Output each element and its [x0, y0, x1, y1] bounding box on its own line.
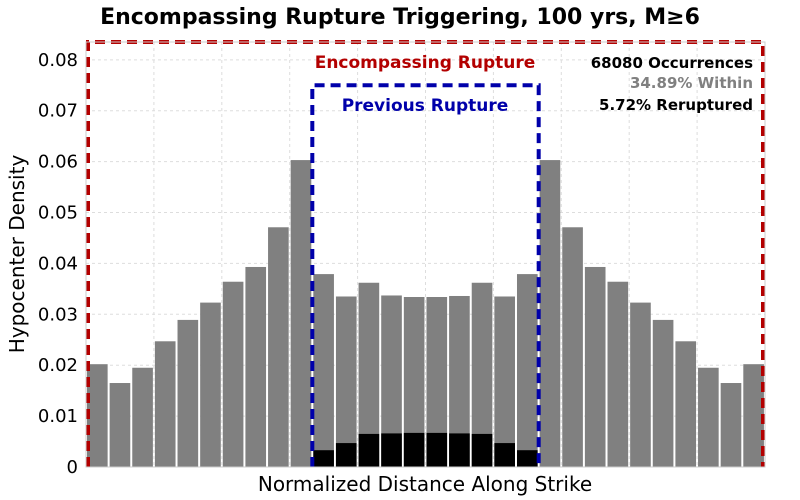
bar-total [652, 319, 674, 467]
y-tick-label: 0.08 [38, 50, 78, 71]
bar-total [268, 227, 289, 467]
y-axis-label: Hypocenter Density [5, 155, 29, 354]
bar-reruptured [471, 433, 493, 467]
bar-total [449, 295, 470, 467]
reruptured-label: 5.72% Reruptured [599, 96, 753, 114]
y-tick-label: 0.02 [38, 355, 78, 376]
bar-total [516, 274, 538, 467]
bar-total [539, 160, 561, 467]
bar-total [494, 296, 515, 467]
y-tick-label: 0.07 [38, 101, 78, 122]
bar-total [313, 274, 334, 467]
bars-reruptured [313, 432, 538, 467]
bar-reruptured [426, 432, 448, 467]
bar-total [720, 383, 742, 467]
previous-rupture-label: Previous Rupture [342, 96, 509, 116]
bar-total [698, 367, 719, 467]
bar-total [630, 302, 651, 467]
bar-reruptured [449, 433, 470, 467]
bar-total [562, 227, 583, 467]
y-tick-label: 0.05 [38, 203, 78, 224]
bar-total [177, 319, 199, 467]
bar-reruptured [403, 432, 425, 467]
rupture-boxes [86, 40, 765, 467]
bar-reruptured [494, 443, 515, 467]
bar-total [426, 297, 448, 467]
bar-reruptured [313, 450, 334, 467]
bar-total [607, 281, 629, 467]
y-tick-label: 0 [67, 457, 78, 478]
bar-total [132, 367, 153, 467]
y-tick-label: 0.01 [38, 406, 78, 427]
encompassing-rupture-label: Encompassing Rupture [315, 53, 536, 73]
encompassing-rupture-box [86, 40, 765, 467]
bar-total [290, 160, 312, 467]
bar-total [109, 383, 131, 467]
bar-total [471, 282, 493, 467]
bar-reruptured [516, 450, 538, 467]
y-axis-ticks: 0 0.01 0.02 0.03 0.04 0.05 0.06 0.07 0.08 [38, 50, 78, 478]
bar-total [245, 266, 267, 467]
bar-total [358, 282, 380, 467]
y-tick-label: 0.04 [38, 253, 78, 274]
plot-frame [85, 41, 766, 468]
grid [86, 42, 765, 467]
bar-total [584, 266, 606, 467]
chart-title: Encompassing Rupture Triggering, 100 yrs… [100, 5, 700, 30]
bar-total [200, 302, 221, 467]
bar-total [743, 364, 764, 467]
y-tick-label: 0.06 [38, 152, 78, 173]
bar-reruptured [381, 433, 402, 467]
bar-total [381, 295, 402, 467]
occurrences-label: 68080 Occurrences [591, 54, 753, 72]
bar-reruptured [335, 443, 357, 467]
bar-total [335, 296, 357, 467]
within-label: 34.89% Within [630, 74, 753, 92]
bar-total [87, 364, 108, 467]
bar-total [403, 297, 425, 467]
bar-total [154, 341, 176, 467]
bar-total [675, 341, 697, 467]
bars-total [87, 160, 764, 467]
x-axis-label: Normalized Distance Along Strike [258, 472, 592, 496]
bar-total [222, 281, 244, 467]
y-tick-label: 0.03 [38, 304, 78, 325]
bar-reruptured [358, 433, 380, 467]
